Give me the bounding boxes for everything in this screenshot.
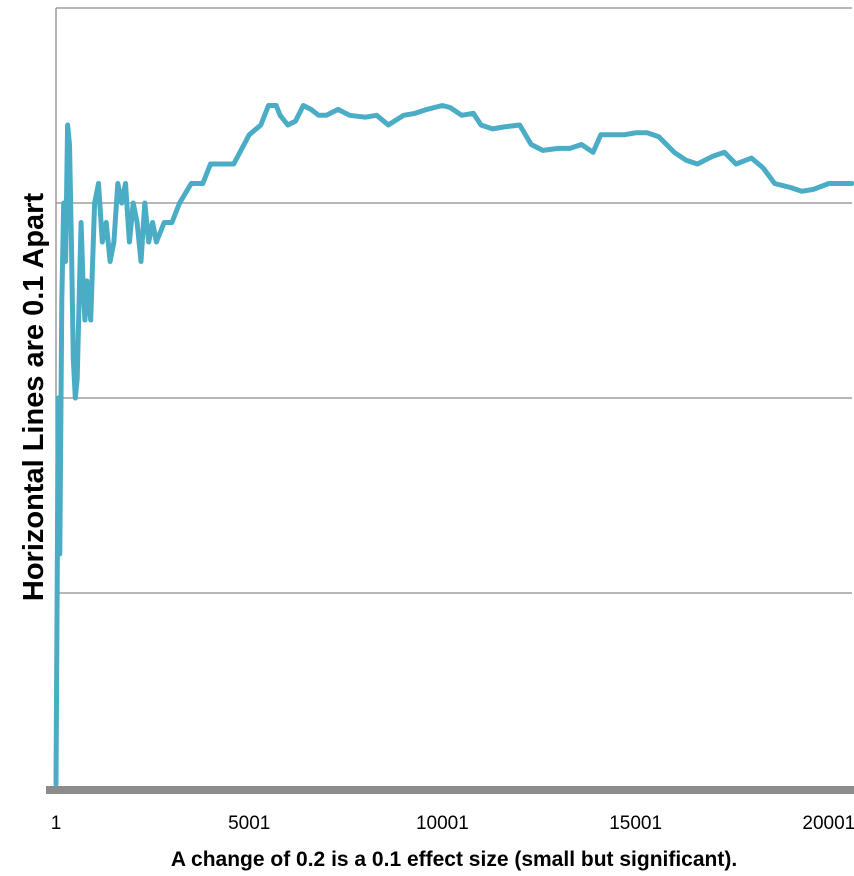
x-axis-band <box>46 786 854 794</box>
x-tick-label-1: 5001 <box>228 813 270 834</box>
y-axis-title: Horizontal Lines are 0.1 Apart <box>18 193 50 602</box>
x-tick-label-0: 1 <box>51 813 62 834</box>
gridlines <box>56 7 852 594</box>
x-tick-labels: 1 5001 10001 15001 20001 <box>51 813 854 834</box>
x-tick-label-2: 10001 <box>416 813 469 834</box>
x-tick-label-4: 20001 <box>802 813 854 834</box>
x-axis-title: A change of 0.2 is a 0.1 effect size (sm… <box>171 848 737 871</box>
x-tick-label-3: 15001 <box>609 813 662 834</box>
series-line <box>53 103 854 787</box>
